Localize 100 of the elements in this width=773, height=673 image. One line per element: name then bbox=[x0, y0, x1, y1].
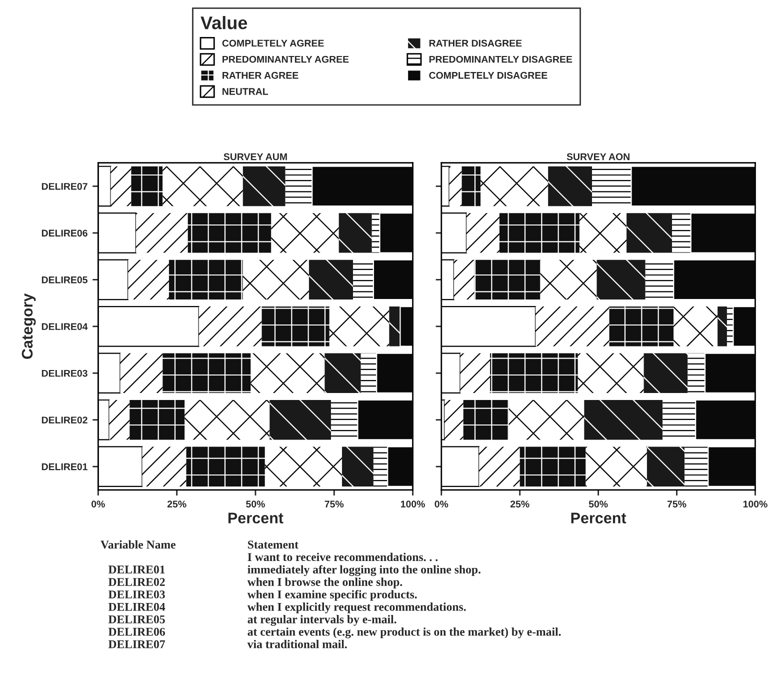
bar bbox=[662, 400, 696, 440]
text: Statement bbox=[248, 540, 298, 549]
text: when I browse the online shop. bbox=[247, 578, 402, 588]
bar bbox=[454, 260, 474, 300]
bar bbox=[360, 353, 377, 393]
bar bbox=[480, 166, 548, 206]
x-tick-label: 75% bbox=[324, 500, 344, 508]
legend-label: RATHER DISAGREE bbox=[429, 40, 522, 47]
x-tick-label: 25% bbox=[167, 500, 186, 508]
bar bbox=[508, 400, 584, 440]
y-tick-label: DELIRE07 bbox=[42, 182, 88, 190]
legend-title: Value bbox=[200, 16, 248, 30]
legend-label: COMPLETELY AGREE bbox=[222, 40, 324, 47]
bar bbox=[586, 446, 647, 486]
text: DELIRE02 bbox=[108, 578, 165, 586]
bar bbox=[308, 260, 354, 300]
legend-label: RATHER AGREE bbox=[222, 72, 298, 79]
bar bbox=[128, 260, 169, 300]
bar bbox=[609, 306, 674, 346]
y-tick-label: DELIRE05 bbox=[42, 276, 88, 284]
y-axis-title: Category bbox=[22, 293, 36, 359]
text: Variable Name bbox=[100, 540, 176, 549]
bar bbox=[168, 260, 243, 300]
bar bbox=[250, 353, 325, 393]
bar bbox=[548, 166, 592, 206]
x-tick-label: 0% bbox=[434, 500, 448, 508]
bar bbox=[474, 260, 540, 300]
bar bbox=[264, 446, 342, 486]
bar bbox=[372, 213, 380, 253]
bar bbox=[373, 446, 388, 486]
bar bbox=[536, 306, 610, 346]
legend-label: NEUTRAL bbox=[222, 88, 268, 95]
bar bbox=[198, 306, 262, 346]
bar bbox=[499, 213, 580, 253]
bar bbox=[466, 213, 500, 253]
bar bbox=[626, 213, 672, 253]
bar bbox=[109, 400, 130, 440]
bar bbox=[184, 400, 270, 440]
x-axis-title: Percent bbox=[571, 512, 626, 524]
chart-title: SURVEY AUM bbox=[224, 153, 287, 160]
bar bbox=[520, 446, 586, 486]
legend-label: PREDOMINANTELY DISAGREE bbox=[429, 56, 572, 63]
bar bbox=[674, 306, 718, 346]
bar bbox=[270, 400, 331, 440]
y-tick-label: DELIRE04 bbox=[42, 323, 88, 330]
bar bbox=[329, 306, 390, 346]
bar bbox=[285, 166, 312, 206]
bar bbox=[120, 353, 163, 393]
bar bbox=[162, 353, 251, 393]
bar bbox=[188, 213, 272, 253]
bar bbox=[131, 166, 163, 206]
x-tick-label: 100% bbox=[400, 500, 425, 508]
y-tick-label: DELIRE01 bbox=[42, 463, 88, 470]
bar bbox=[479, 446, 520, 486]
text: I want to receive recommendations. . . bbox=[248, 552, 438, 562]
bar bbox=[110, 166, 132, 206]
bar bbox=[136, 213, 188, 253]
text: DELIRE05 bbox=[108, 615, 165, 624]
x-tick-label: 100% bbox=[743, 500, 768, 508]
bar bbox=[449, 166, 462, 206]
bar bbox=[460, 353, 490, 393]
text: at certain events (e.g. new product is on the market) by e-mail. bbox=[248, 627, 561, 638]
text: DELIRE04 bbox=[108, 602, 166, 611]
bar bbox=[338, 213, 372, 253]
text: DELIRE01 bbox=[108, 566, 165, 574]
legend-label: PREDOMINANTELY AGREE bbox=[222, 56, 349, 63]
chart-title: SURVEY AON bbox=[566, 153, 630, 160]
x-tick-label: 75% bbox=[667, 500, 686, 508]
bar bbox=[578, 353, 644, 393]
bar bbox=[389, 306, 400, 346]
bar bbox=[584, 400, 663, 440]
text: DELIRE03 bbox=[108, 590, 165, 598]
x-tick-label: 50% bbox=[246, 500, 265, 508]
bar bbox=[186, 446, 265, 486]
text: immediately after logging into the online shop. bbox=[248, 565, 480, 576]
text: DELIRE06 bbox=[108, 628, 165, 636]
bar bbox=[490, 353, 578, 393]
bar bbox=[596, 260, 646, 300]
bar bbox=[684, 446, 708, 486]
bar bbox=[592, 166, 632, 206]
bar bbox=[330, 400, 358, 440]
bar bbox=[324, 353, 361, 393]
bar bbox=[672, 213, 691, 253]
bar bbox=[579, 213, 627, 253]
text: at regular intervals by e-mail. bbox=[248, 615, 396, 626]
bar bbox=[462, 166, 481, 206]
bar bbox=[130, 400, 185, 440]
x-tick-label: 50% bbox=[588, 500, 608, 508]
y-tick-label: DELIRE06 bbox=[42, 230, 88, 237]
bar bbox=[444, 400, 464, 440]
text: via traditional mail. bbox=[247, 640, 347, 648]
x-tick-label: 25% bbox=[510, 500, 530, 508]
bar bbox=[540, 260, 597, 300]
y-tick-label: DELIRE03 bbox=[42, 370, 88, 377]
bar bbox=[262, 306, 330, 346]
bar bbox=[271, 213, 339, 253]
legend-label: COMPLETELY DISAGREE bbox=[429, 72, 548, 79]
bar bbox=[242, 166, 286, 206]
bar bbox=[142, 446, 186, 486]
bar bbox=[646, 446, 685, 486]
